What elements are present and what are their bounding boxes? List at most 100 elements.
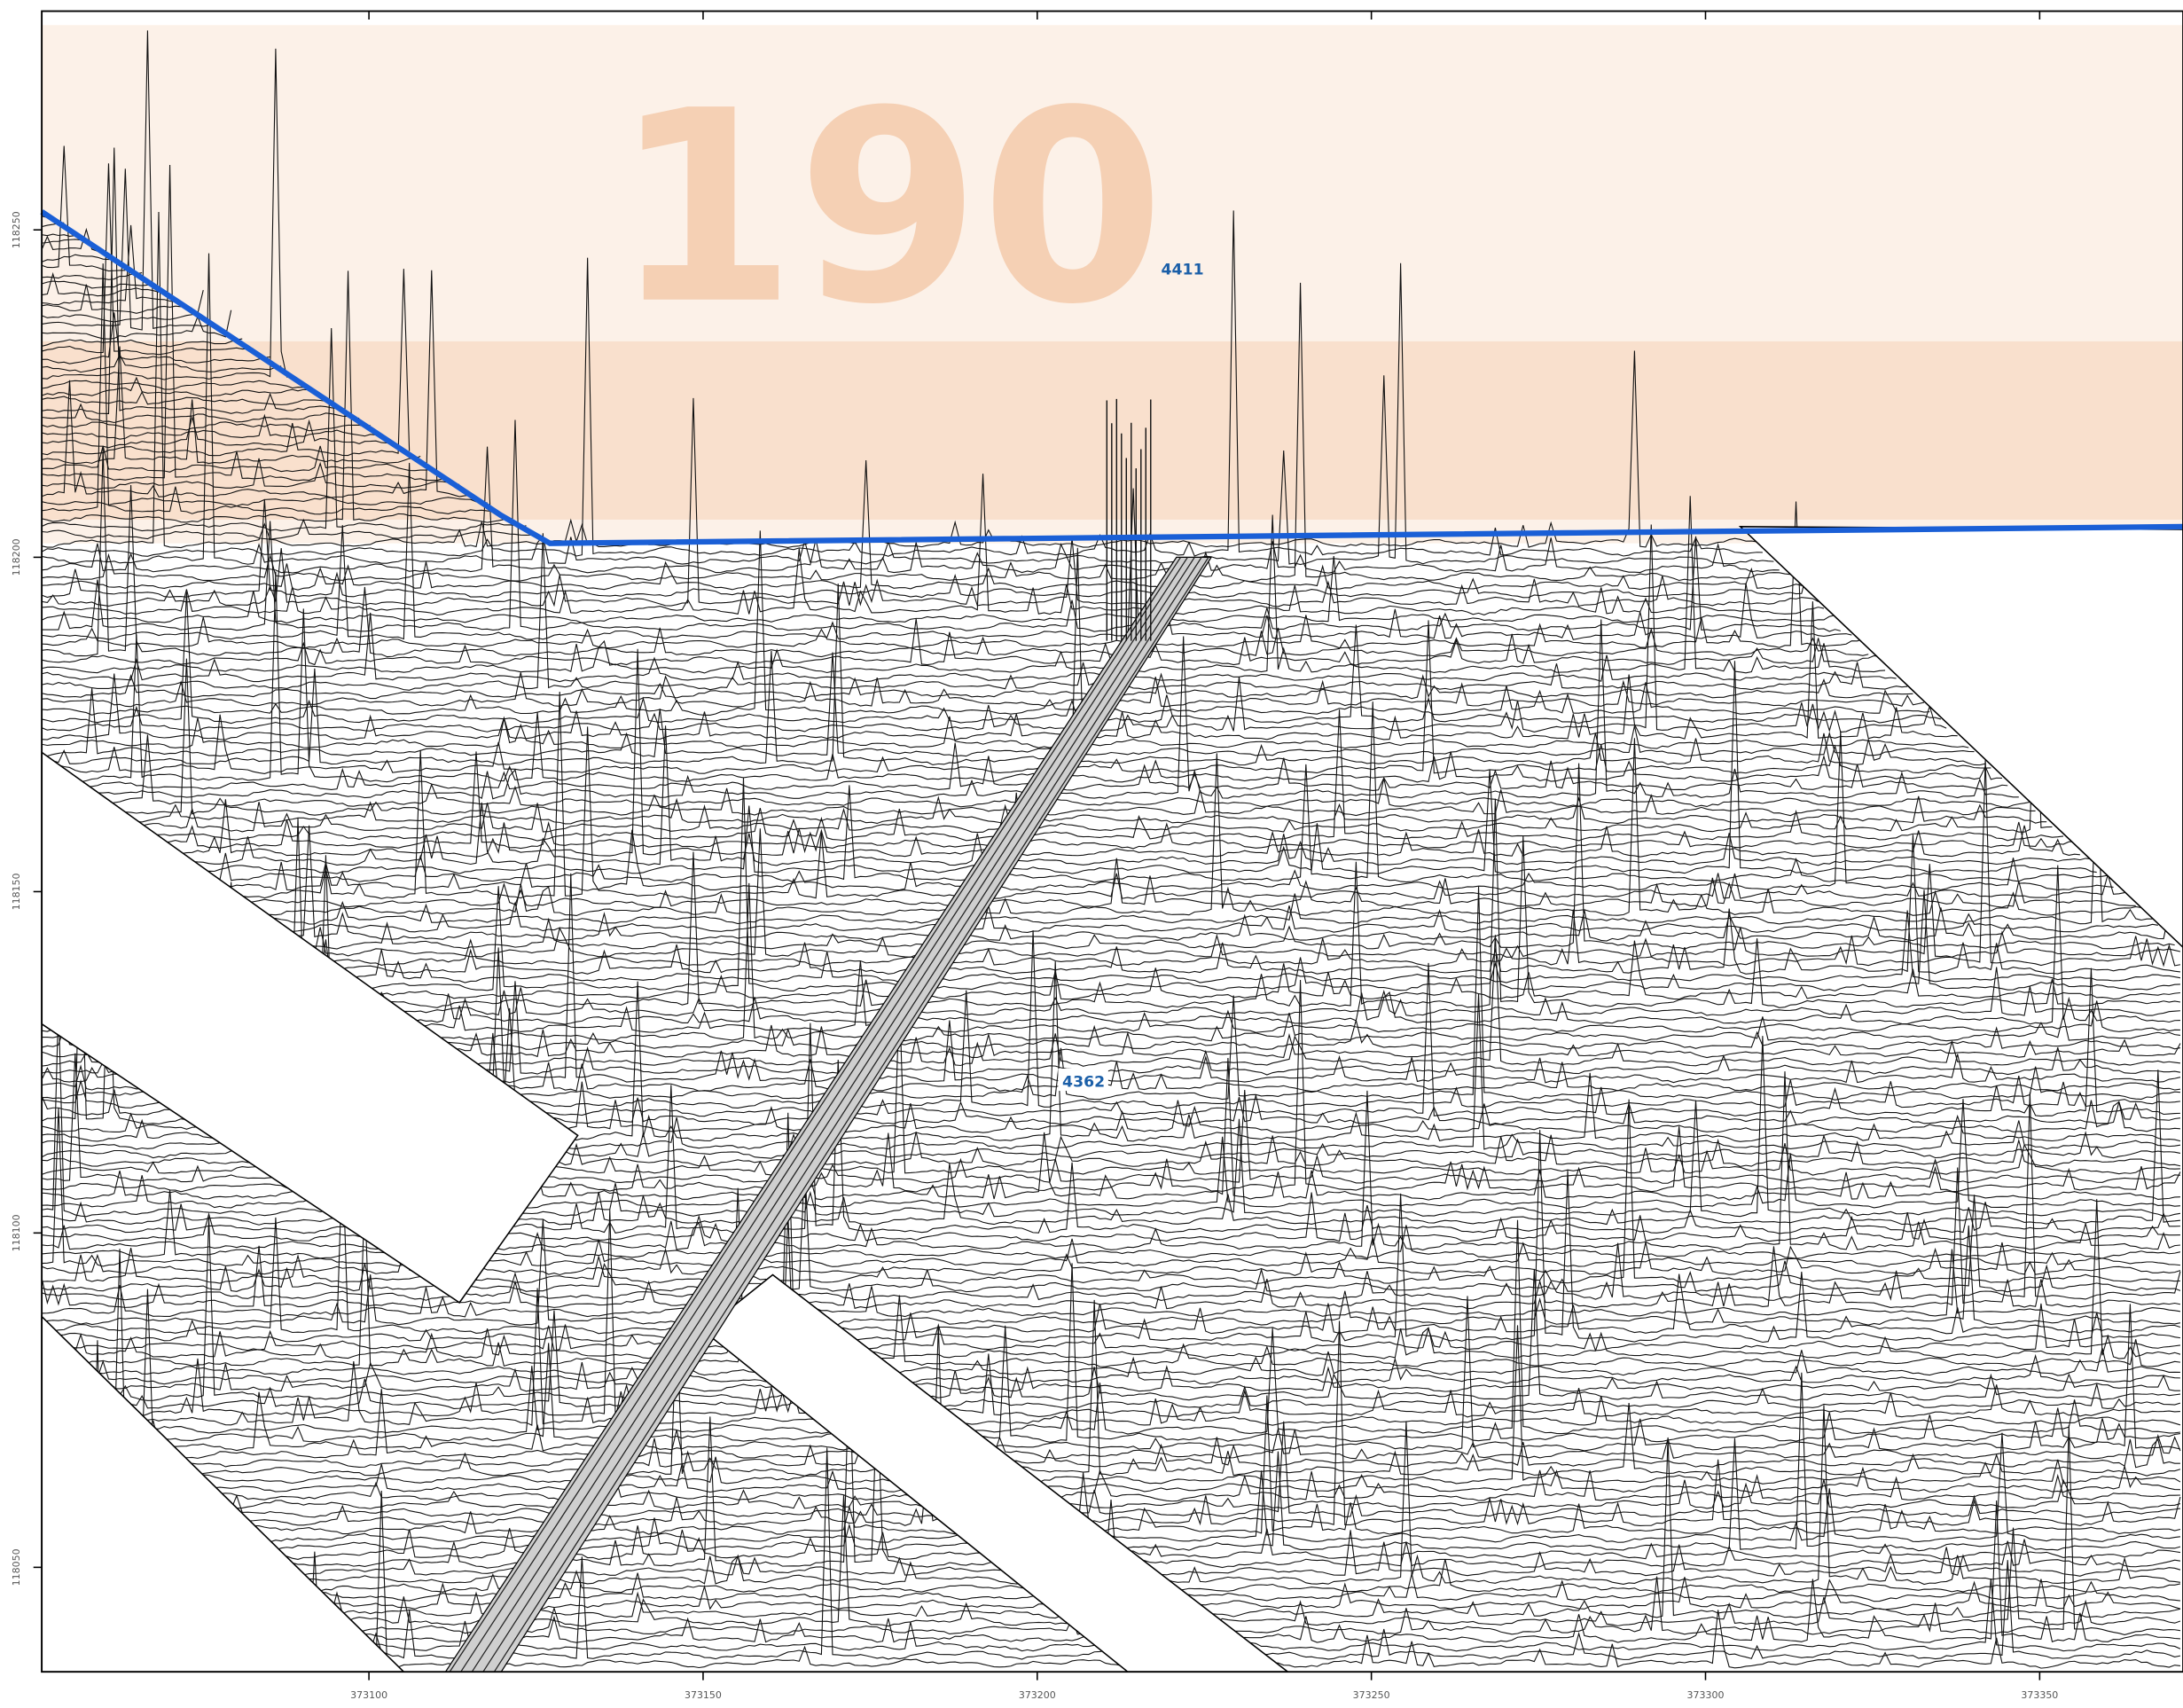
profile-line: [42, 571, 2002, 783]
profile-line: [41, 1192, 2181, 1367]
profile-line: [41, 1217, 2181, 1401]
profile-line: [42, 767, 2153, 925]
profile-line: [41, 555, 1835, 624]
profile-line: [41, 498, 1808, 599]
line-label: 4362: [1062, 1073, 1105, 1091]
profile-line: [42, 474, 1825, 616]
profile-line: [42, 530, 1930, 716]
line-label: 4411: [1162, 261, 1204, 278]
profile-line: [42, 910, 2181, 983]
profile-line: [41, 1092, 2181, 1301]
profile-line: [41, 211, 1757, 549]
profile-line: [41, 346, 421, 465]
profile-line: [41, 777, 2180, 992]
profile-line: [42, 1353, 2180, 1385]
y-tick-label: 118100: [11, 1214, 22, 1251]
track-line: [482, 557, 1202, 1673]
profile-line: [41, 858, 2136, 908]
profile-line: [41, 763, 2175, 950]
y-tick-label: 118050: [11, 1548, 22, 1586]
profile-line: [41, 1417, 2180, 1469]
profile-line: [41, 1263, 2181, 1444]
profile-line: [41, 716, 1969, 749]
profile-line: [42, 397, 1819, 607]
map-frame: [41, 10, 2183, 1673]
track-line: [471, 557, 1195, 1673]
track-line: [449, 557, 1182, 1673]
profile-line: [42, 584, 1986, 766]
profile-line: [41, 1310, 2181, 1410]
watermark: 190: [613, 55, 1165, 363]
profile-line: [42, 1199, 2181, 1359]
profile-line: [42, 1213, 2180, 1376]
profile-line: [42, 742, 2008, 791]
x-tick-label: 373250: [1353, 1689, 1390, 1701]
profile-line: [41, 280, 153, 289]
profile-line: [41, 254, 114, 262]
profile-line: [42, 758, 2181, 968]
profile-line: [41, 163, 254, 356]
profile-line: [41, 725, 2092, 866]
profile-line: [41, 1466, 2180, 1502]
profile-line: [42, 30, 215, 331]
profile-line: [42, 1154, 2181, 1335]
profile-line: [42, 417, 399, 449]
profile-line: [42, 282, 1791, 583]
profile-line: [42, 458, 460, 490]
y-tick-label: 118250: [11, 211, 22, 248]
profile-line: [41, 1112, 2181, 1326]
profile-line: [41, 612, 1897, 683]
profile-line: [42, 828, 2181, 958]
profile-line: [41, 1358, 2181, 1569]
profile-line: [42, 1360, 2180, 1393]
profile-line: [41, 164, 449, 482]
profile-line: [41, 496, 1886, 674]
profile-line: [41, 1162, 2181, 1293]
x-tick-label: 373300: [1687, 1689, 1725, 1701]
x-tick-label: 373200: [1019, 1689, 1056, 1701]
profile-line: [41, 524, 1947, 733]
profile-line: [42, 1299, 2181, 1477]
profile-line: [42, 460, 1802, 591]
label-bg: [1058, 1068, 1108, 1092]
profile-line: [42, 403, 360, 424]
profile-line: [41, 210, 1763, 557]
profile-line: [42, 1296, 2181, 1452]
profile-line: [42, 147, 343, 414]
profile-line: [42, 448, 1869, 658]
profile-line: [42, 48, 293, 380]
profile-line: [42, 825, 2170, 942]
profile-line: [41, 738, 2142, 917]
profile-line: [41, 618, 1880, 666]
profile-line: [41, 1325, 2181, 1510]
profile-line: [41, 1167, 2181, 1310]
profile-line: [41, 270, 510, 523]
profile-line: [42, 272, 143, 280]
profile-line: [41, 227, 104, 253]
profile-line: [42, 818, 2180, 1000]
profile-line: [42, 709, 2064, 842]
profile-line: [42, 380, 304, 390]
crossing-track: [444, 398, 1213, 1673]
profile-line: [41, 289, 204, 323]
profile-line: [41, 270, 471, 498]
profile-line: [42, 263, 499, 515]
profile-line: [42, 445, 432, 473]
profile-line: [42, 601, 1958, 741]
profile-line: [42, 224, 176, 306]
profile-line: [41, 620, 1991, 774]
profile-line: [41, 592, 1942, 725]
x-tick-label: 373350: [2021, 1689, 2058, 1701]
x-tick-label: 373150: [685, 1689, 722, 1701]
y-tick-label: 118200: [11, 538, 22, 576]
profile-line: [41, 376, 321, 398]
track-line: [493, 557, 1209, 1673]
profile-line: [42, 672, 1925, 708]
profile-line: [41, 253, 1774, 566]
profile-line: [41, 533, 1908, 691]
profile-line: [42, 1249, 2181, 1318]
profile-line: [42, 691, 2125, 900]
profile-line: [42, 1108, 2180, 1267]
